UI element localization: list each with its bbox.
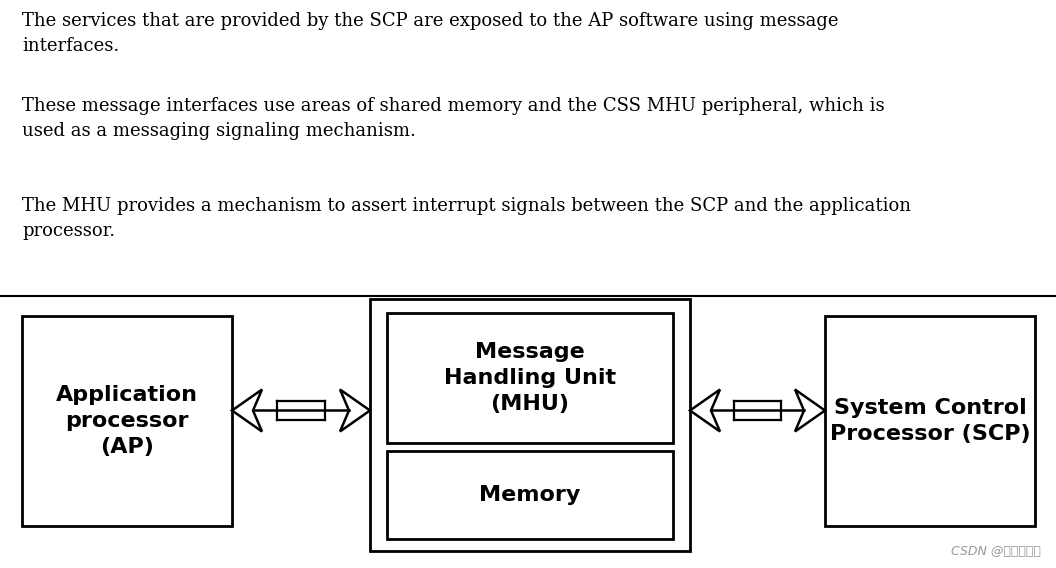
Text: These message interfaces use areas of shared memory and the CSS MHU peripheral, : These message interfaces use areas of sh… bbox=[22, 97, 885, 140]
Text: Application
processor
(AP): Application processor (AP) bbox=[56, 385, 199, 457]
Bar bbox=[386, 313, 673, 443]
Text: CSDN @安全二次方: CSDN @安全二次方 bbox=[951, 545, 1041, 558]
Bar bbox=[22, 316, 232, 526]
Bar bbox=[370, 299, 690, 551]
Text: The MHU provides a mechanism to assert interrupt signals between the SCP and the: The MHU provides a mechanism to assert i… bbox=[22, 197, 911, 240]
Text: The services that are provided by the SCP are exposed to the AP software using m: The services that are provided by the SC… bbox=[22, 12, 838, 55]
Text: Memory: Memory bbox=[479, 485, 581, 505]
Text: System Control
Processor (SCP): System Control Processor (SCP) bbox=[830, 398, 1031, 444]
Bar bbox=[825, 316, 1035, 526]
Bar bbox=[386, 451, 673, 539]
Text: Message
Handling Unit
(MHU): Message Handling Unit (MHU) bbox=[444, 341, 616, 415]
